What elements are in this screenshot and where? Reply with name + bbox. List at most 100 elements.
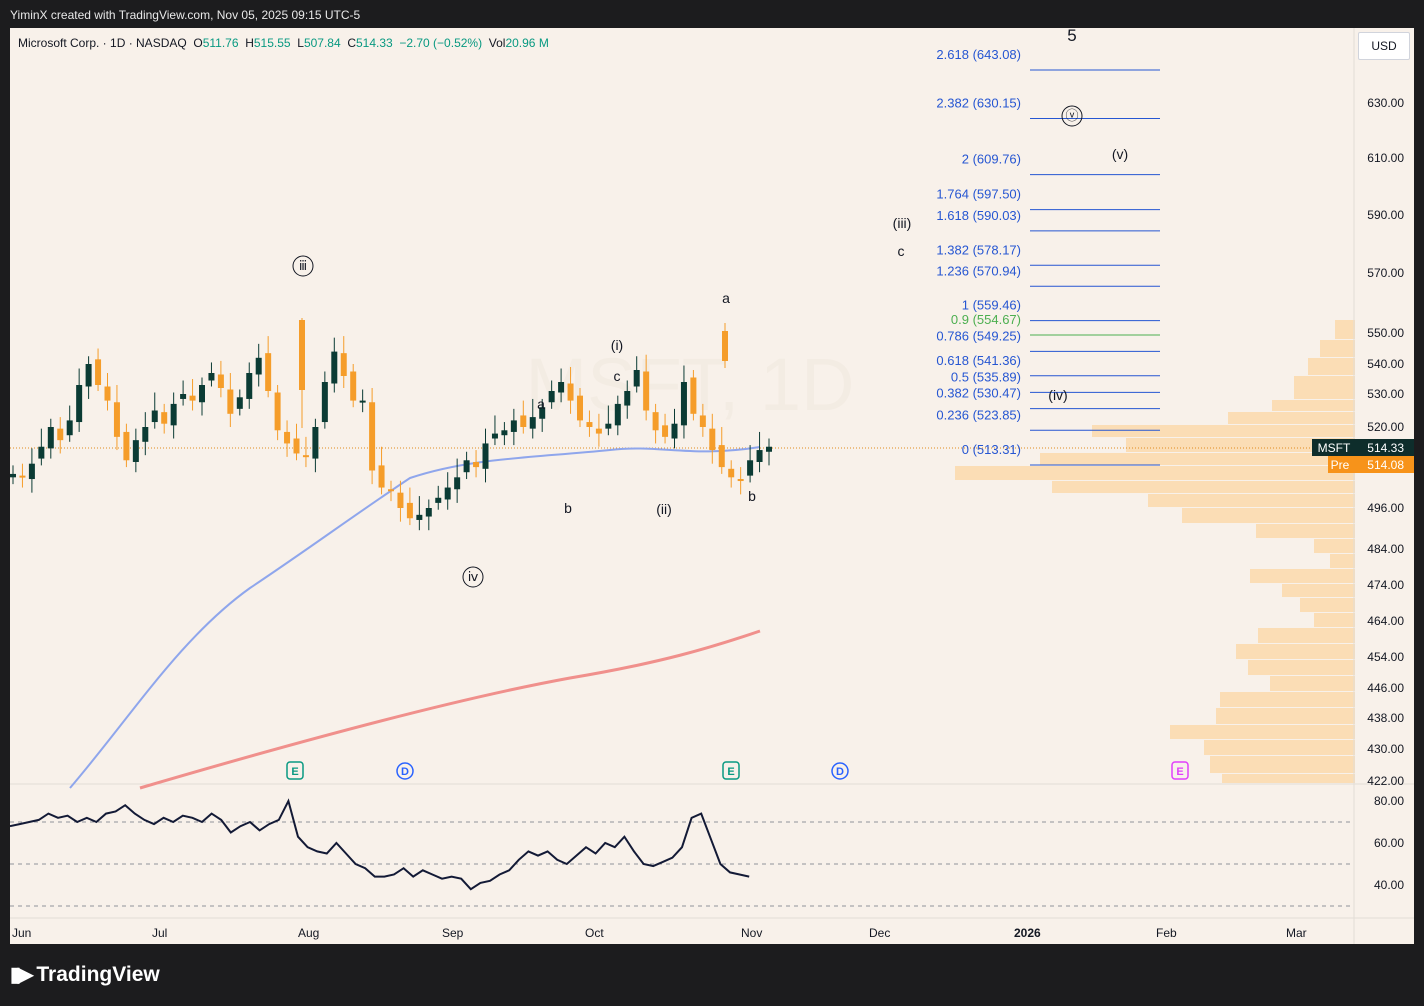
- volume-profile-bar: [1300, 598, 1355, 612]
- ma50-line: [69, 446, 761, 789]
- candle-body: [633, 370, 640, 387]
- price-axis-tick: 570.00: [1367, 266, 1404, 280]
- volume-profile-bar: [1216, 708, 1355, 724]
- last-price-tag: [1312, 439, 1414, 456]
- candle-body: [170, 403, 177, 426]
- candle-body: [605, 423, 612, 429]
- currency-button[interactable]: USD: [1358, 32, 1410, 60]
- volume-profile-bar: [1204, 740, 1355, 755]
- chart-area[interactable]: MSFT, 1D 2.618 (643.08) 2.382 (630.15) 2 (…: [10, 28, 1414, 944]
- price-axis-tick: 520.00: [1367, 420, 1404, 434]
- candle-body: [624, 391, 631, 406]
- volume-profile-bar: [1330, 554, 1355, 568]
- candle-body: [227, 389, 234, 414]
- time-axis-tick: Oct: [585, 926, 604, 940]
- price-axis-tick: 438.00: [1367, 711, 1404, 725]
- candle-body: [397, 492, 404, 508]
- wave-label-circle: [292, 255, 314, 277]
- last-price-symbol: MSFT: [1318, 441, 1351, 455]
- ma200-line: [139, 629, 761, 790]
- time-axis-tick: Dec: [869, 926, 890, 940]
- candle-body: [737, 479, 744, 482]
- open-label: O: [193, 36, 203, 50]
- fib-level-label: 2 (609.76): [962, 152, 1021, 167]
- time-axis-tick: Mar: [1286, 926, 1307, 940]
- candle-body: [246, 373, 253, 399]
- fib-level-label: 0.9 (554.67): [951, 312, 1021, 327]
- symbol-legend: Microsoft Corp. · 1D · NASDAQ O511.76 H5…: [18, 36, 549, 50]
- wave-label-circle: [462, 566, 484, 588]
- close-label: C: [347, 36, 356, 50]
- candle-body: [274, 392, 281, 431]
- candle-body: [709, 428, 716, 451]
- price-chart[interactable]: MSFT, 1D 2.618 (643.08) 2.382 (630.15) 2 (…: [10, 28, 1414, 944]
- candle-body: [652, 412, 659, 431]
- candle-body: [302, 455, 309, 458]
- low-value: 507.84: [303, 36, 341, 50]
- candle-body: [66, 420, 73, 436]
- brand-name: TradingView: [36, 962, 160, 986]
- candle-body: [378, 465, 385, 488]
- candle-body: [85, 364, 92, 387]
- price-axis-tick: 610.00: [1367, 151, 1404, 165]
- candle-body: [406, 502, 413, 519]
- price-axis-tick: 474.00: [1367, 578, 1404, 592]
- candle-body: [548, 391, 555, 403]
- volume-profile-bar: [1258, 628, 1355, 643]
- premarket-tag: [1328, 456, 1414, 473]
- candle-body: [491, 433, 498, 439]
- price-axis-tick: 496.00: [1367, 501, 1404, 515]
- candle-body: [766, 446, 772, 452]
- volume-profile-bar: [1040, 453, 1355, 465]
- candle-body: [312, 427, 319, 459]
- candle-body: [463, 460, 470, 473]
- price-axis-tick: 550.00: [1367, 326, 1404, 340]
- volume-profile-bar: [955, 466, 1355, 480]
- time-axis-tick: Jul: [152, 926, 167, 940]
- candle-body: [113, 402, 120, 437]
- volume-profile-bar: [1294, 376, 1355, 399]
- candle-body: [586, 422, 593, 427]
- fib-level-label: 1.382 (578.17): [936, 242, 1021, 257]
- volume-profile-bar: [1272, 400, 1355, 411]
- candle-body: [690, 377, 697, 414]
- candle-body: [321, 382, 328, 423]
- volume-profile-bar: [1228, 412, 1355, 424]
- volume-profile-bar: [1270, 676, 1355, 691]
- high-label: H: [245, 36, 254, 50]
- elliott-wave-label: (iv): [1048, 387, 1067, 403]
- candle-body: [444, 487, 451, 500]
- price-axis-tick: 454.00: [1367, 650, 1404, 664]
- candle-body: [662, 425, 669, 437]
- candle-body: [161, 412, 168, 424]
- event-marker-label: E: [291, 766, 298, 778]
- volume-profile-bar: [1170, 725, 1355, 739]
- volume-profile-bar: [1314, 613, 1355, 627]
- rsi-axis-tick: 40.00: [1374, 878, 1404, 892]
- low-label: L: [297, 36, 304, 50]
- candle-body: [38, 446, 45, 459]
- candle-body: [577, 395, 583, 421]
- candle-body: [473, 461, 480, 468]
- open-value: 511.76: [202, 36, 239, 50]
- volume-profile-bar: [1220, 692, 1355, 707]
- candle-body: [340, 353, 347, 376]
- volume-profile-bar: [1308, 358, 1355, 375]
- volume-profile-bar: [1248, 660, 1355, 675]
- elliott-wave-label: b: [564, 500, 572, 516]
- candle-body: [595, 428, 602, 434]
- candle-body: [614, 403, 621, 426]
- dividend-event-icon: [396, 762, 414, 780]
- earnings-event-icon: [722, 761, 740, 780]
- price-axis-tick: 430.00: [1367, 742, 1404, 756]
- candle-body: [284, 431, 291, 444]
- volume-profile-bar: [1320, 340, 1355, 357]
- candle-body: [142, 427, 149, 442]
- candle-body: [217, 374, 224, 388]
- earnings-event-icon: [286, 761, 304, 780]
- price-axis-tick: 464.00: [1367, 614, 1404, 628]
- candle-body: [454, 477, 461, 490]
- elliott-wave-label: 5: [1067, 28, 1076, 45]
- event-marker-label: D: [401, 766, 409, 778]
- fib-level-label: 2.618 (643.08): [936, 47, 1021, 62]
